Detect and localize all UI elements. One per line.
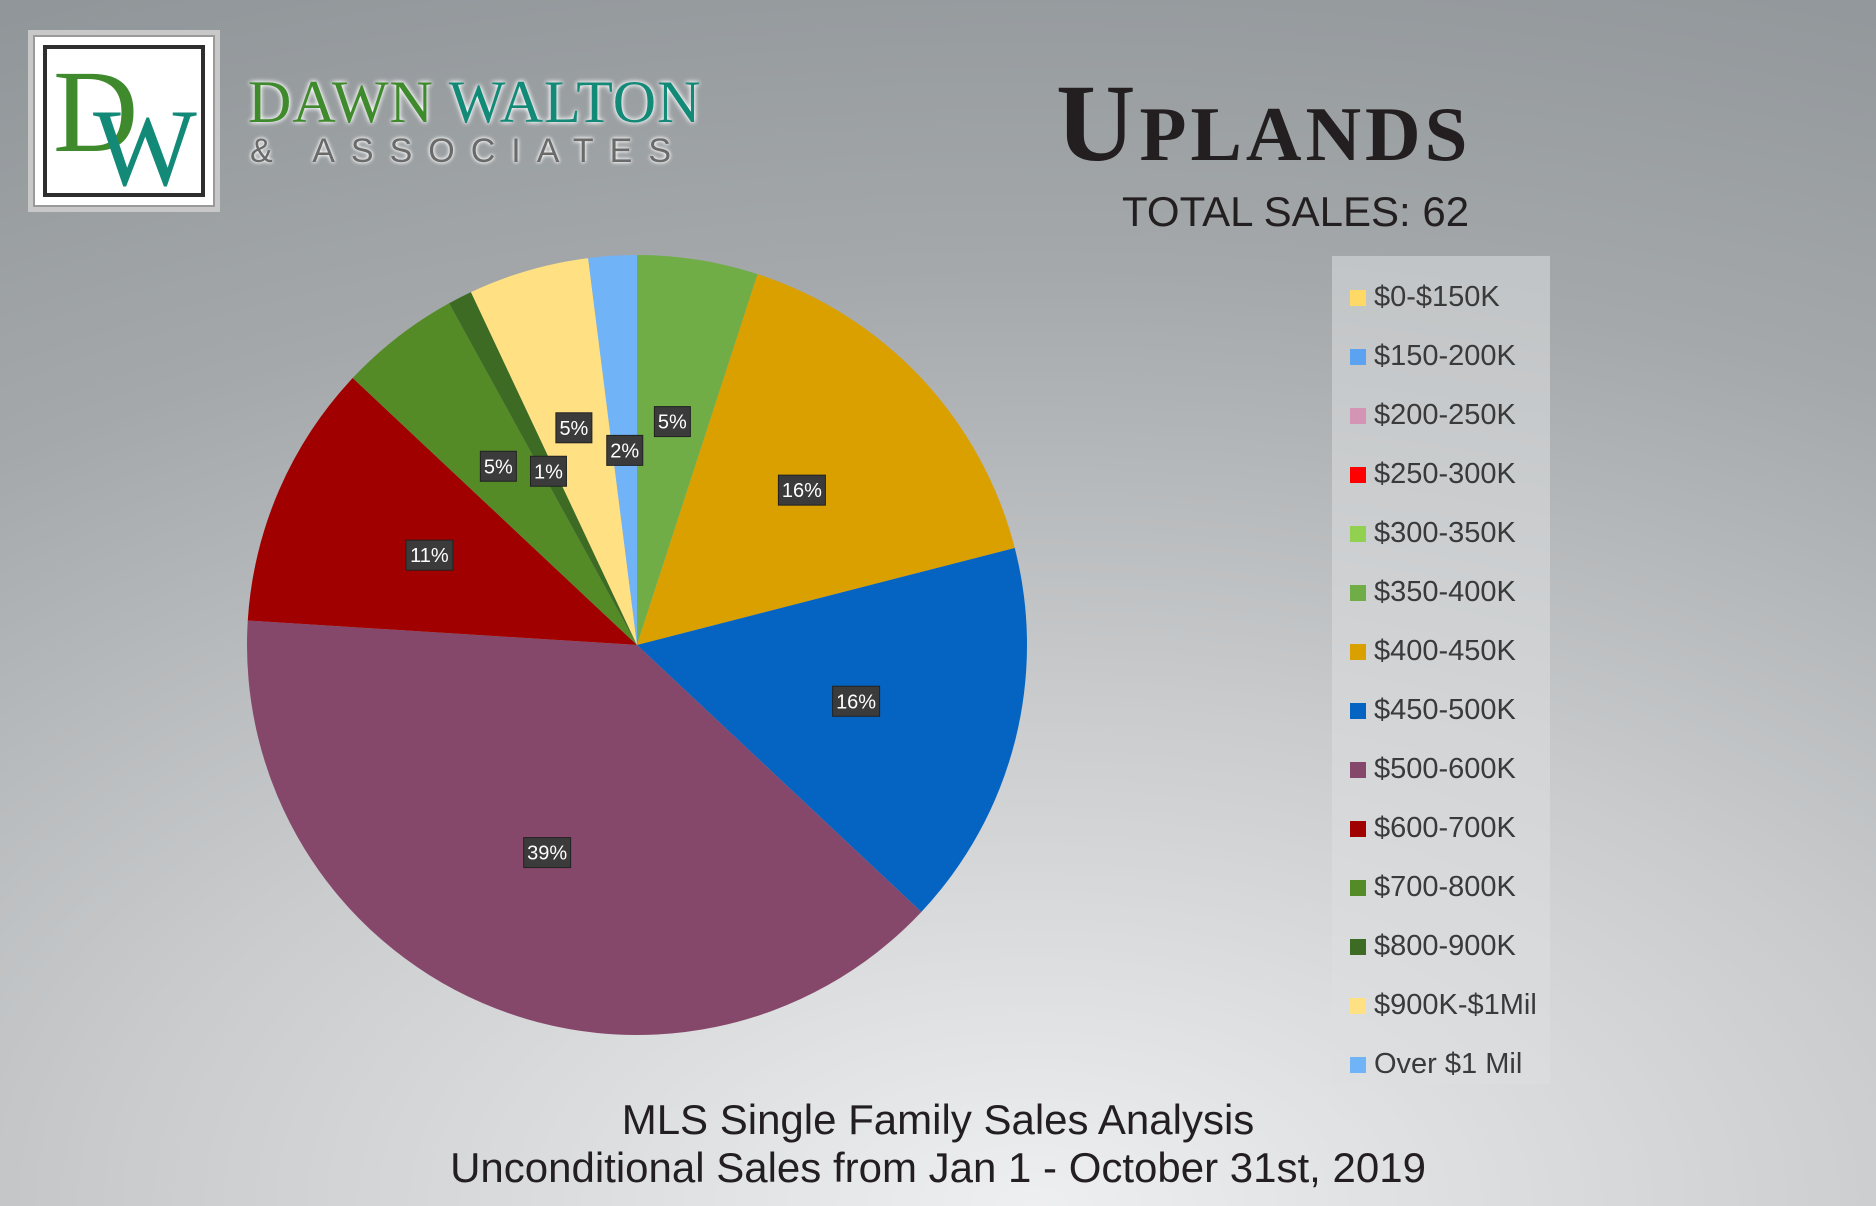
legend-swatch [1350, 643, 1366, 660]
legend-label: $600-700K [1374, 812, 1516, 844]
legend-swatch [1350, 584, 1366, 601]
legend-item: $250-300K [1332, 445, 1550, 504]
legend-item: $900K-$1Mil [1332, 976, 1550, 1035]
legend-label: $200-250K [1374, 399, 1516, 431]
legend-item: $500-600K [1332, 740, 1550, 799]
svg-text:1%: 1% [534, 461, 563, 483]
legend-swatch [1350, 525, 1366, 542]
total-sales: TOTAL SALES: 62 [1122, 188, 1470, 235]
data-label-over-1-mil: 2% [606, 434, 644, 466]
legend-item: $350-400K [1332, 563, 1550, 622]
legend-swatch [1350, 879, 1366, 896]
brand-tagline: & ASSOCIATES [250, 132, 688, 170]
legend-item: $450-500K [1332, 681, 1550, 740]
pie-slice--500-600k [247, 620, 922, 1036]
svg-text:5%: 5% [484, 456, 513, 478]
legend-label: $500-600K [1374, 753, 1516, 785]
legend-label: $900K-$1Mil [1374, 989, 1537, 1021]
legend-item: $700-800K [1332, 858, 1550, 917]
brand-name-first: DAWN [248, 69, 434, 135]
legend-item: $0-$150K [1332, 268, 1550, 327]
legend-label: $0-$150K [1374, 281, 1500, 313]
data-label--600-700k: 11% [405, 539, 454, 571]
legend-label: $250-300K [1374, 458, 1516, 490]
page-title: Uplands [1056, 62, 1472, 184]
data-label--450-500k: 16% [832, 685, 881, 717]
svg-text:5%: 5% [658, 412, 687, 434]
logo-letter-w: W [93, 87, 197, 209]
svg-text:39%: 39% [527, 843, 567, 865]
svg-text:16%: 16% [836, 691, 876, 713]
legend-label: $150-200K [1374, 340, 1516, 372]
legend-item: $200-250K [1332, 386, 1550, 445]
svg-text:2%: 2% [610, 440, 639, 462]
legend-swatch [1350, 289, 1366, 306]
legend-swatch [1350, 702, 1366, 719]
legend-item: $400-450K [1332, 622, 1550, 681]
company-logo: D W [28, 30, 220, 212]
legend-label: $300-350K [1374, 517, 1516, 549]
legend-swatch [1350, 348, 1366, 365]
legend-item: $150-200K [1332, 327, 1550, 386]
legend-swatch [1350, 407, 1366, 424]
legend-swatch [1350, 761, 1366, 778]
footer-subtitle: Unconditional Sales from Jan 1 - October… [450, 1144, 1426, 1191]
data-label--700-800k: 5% [479, 450, 517, 482]
legend-label: $350-400K [1374, 576, 1516, 608]
legend-swatch [1350, 938, 1366, 955]
legend-label: $450-500K [1374, 694, 1516, 726]
svg-text:11%: 11% [410, 545, 449, 567]
legend-label: Over $1 Mil [1374, 1048, 1523, 1080]
logo-frame: D W [43, 45, 205, 203]
chart-legend: $0-$150K $150-200K $200-250K $250-300K $300-… [1332, 256, 1550, 1084]
legend-item: $300-350K [1332, 504, 1550, 563]
legend-label: $700-800K [1374, 871, 1516, 903]
pie-slice--600-700k [247, 378, 637, 645]
legend-item: Over $1 Mil [1332, 1035, 1550, 1094]
pie-slice--450-500k [637, 548, 1028, 912]
brand-name-last: WALTON [448, 69, 702, 135]
legend-item: $600-700K [1332, 799, 1550, 858]
pie-slice--350-400k [637, 255, 758, 645]
data-label--900k-1mil: 5% [555, 412, 593, 444]
logo-letter-d: D [53, 46, 139, 177]
pie-slice--400-450k [637, 274, 1015, 645]
data-label--400-450k: 16% [777, 474, 826, 506]
legend-swatch [1350, 1056, 1366, 1073]
legend-swatch [1350, 820, 1366, 837]
legend-label: $400-450K [1374, 635, 1516, 667]
data-label--800-900k: 1% [529, 455, 567, 487]
data-label--350-400k: 5% [653, 406, 691, 438]
footer-title: MLS Single Family Sales Analysis [621, 1096, 1255, 1143]
data-label--500-600k: 39% [523, 837, 572, 869]
legend-label: $800-900K [1374, 930, 1516, 962]
legend-swatch [1350, 466, 1366, 483]
pie-slice--900k-1mil [470, 258, 637, 645]
svg-text:5%: 5% [559, 418, 588, 440]
svg-text:16%: 16% [782, 480, 822, 502]
legend-item: $800-900K [1332, 917, 1550, 976]
legend-swatch [1350, 997, 1366, 1014]
brand-name: DAWN WALTON [248, 68, 701, 137]
